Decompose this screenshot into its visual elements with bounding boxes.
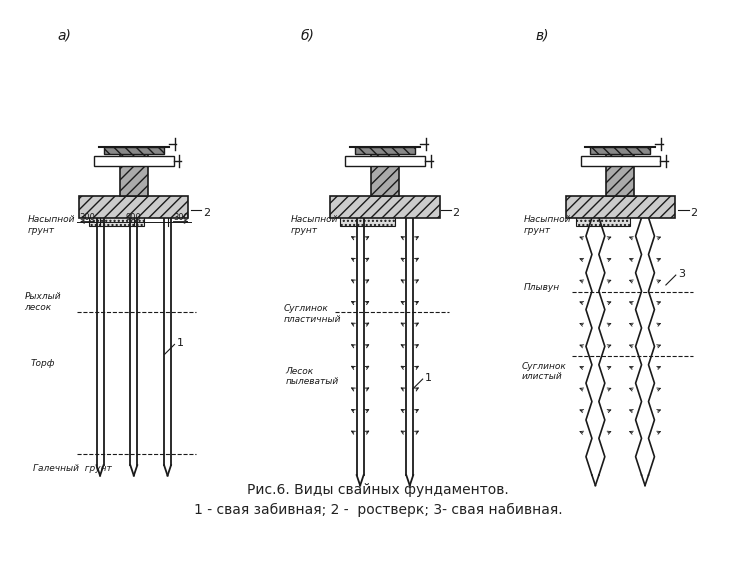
Text: 300: 300: [173, 213, 189, 222]
Text: 900: 900: [125, 213, 141, 222]
Text: 2: 2: [203, 208, 210, 218]
Bar: [340, 196, 395, 226]
Text: Галечный  грунт: Галечный грунт: [33, 464, 111, 473]
Bar: [94, 156, 174, 166]
Bar: [581, 156, 660, 166]
Text: 2: 2: [452, 208, 460, 218]
Bar: [104, 147, 163, 154]
Bar: [355, 147, 415, 154]
Text: 300: 300: [79, 213, 95, 222]
Bar: [575, 196, 631, 226]
Bar: [345, 156, 425, 166]
Text: 1 - свая забивная; 2 -  ростверк; 3- свая набивная.: 1 - свая забивная; 2 - ростверк; 3- свая…: [194, 503, 562, 517]
Text: Суглинок
илистый: Суглинок илистый: [522, 362, 567, 381]
Text: Торф: Торф: [30, 359, 55, 368]
Text: Насыпной
грунт: Насыпной грунт: [524, 215, 572, 235]
Text: б): б): [301, 28, 314, 43]
Text: 2: 2: [689, 208, 697, 218]
Bar: [79, 196, 188, 218]
Text: 3: 3: [678, 269, 685, 279]
Bar: [565, 196, 675, 218]
Text: Плывун: Плывун: [524, 283, 560, 292]
Text: в): в): [536, 28, 550, 43]
Text: 1: 1: [176, 338, 184, 348]
Text: Рыхлый
лесок: Рыхлый лесок: [25, 293, 61, 312]
Bar: [371, 151, 399, 196]
Bar: [120, 151, 147, 196]
Text: Насыпной
грунт: Насыпной грунт: [28, 215, 75, 235]
Text: а): а): [57, 28, 71, 43]
Bar: [330, 196, 439, 218]
Text: Рис.6. Виды свайных фундаментов.: Рис.6. Виды свайных фундаментов.: [247, 483, 509, 497]
Text: Насыпной
грунт: Насыпной грунт: [290, 215, 338, 235]
Text: Лесок
пылеватый: Лесок пылеватый: [286, 367, 339, 386]
Text: 1: 1: [425, 373, 432, 383]
Bar: [89, 196, 144, 226]
Bar: [606, 151, 634, 196]
Bar: [590, 147, 650, 154]
Text: Суглинок
пластичный: Суглинок пластичный: [284, 304, 341, 324]
